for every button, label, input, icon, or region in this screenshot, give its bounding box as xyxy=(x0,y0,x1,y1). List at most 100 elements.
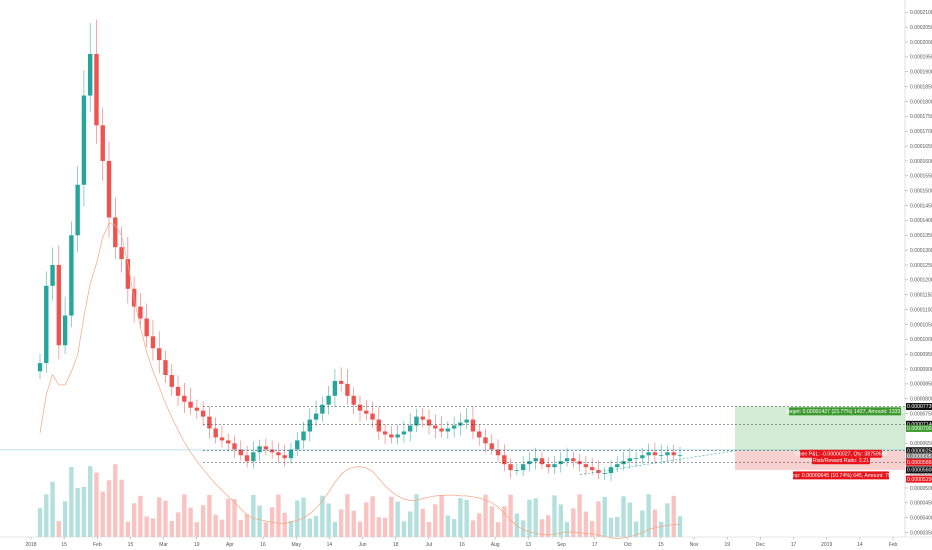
volume-bar xyxy=(326,503,331,537)
current-price-tag-bg xyxy=(906,453,932,461)
lowest-price-tag-bg xyxy=(906,475,932,483)
time-tick-label: 15 xyxy=(128,542,134,548)
lower-price-tag-bg xyxy=(906,458,932,466)
candle-down xyxy=(370,413,375,420)
time-tick-label: 13 xyxy=(526,542,532,548)
time-tick-label: Feb xyxy=(93,542,102,548)
entry-price-tag: 0.00006253 xyxy=(907,448,932,454)
volume-bar xyxy=(131,503,137,537)
candle-down xyxy=(589,467,595,471)
candle-up xyxy=(445,428,451,432)
volume-bar xyxy=(282,512,287,537)
volume-bar xyxy=(458,498,463,537)
time-tick-label: 14 xyxy=(327,542,333,548)
candle-up xyxy=(257,446,262,453)
price-tick-label: 0.00017500 xyxy=(910,114,932,120)
candle-down xyxy=(470,419,476,432)
candle-down xyxy=(213,428,218,438)
volume-bar xyxy=(213,514,218,537)
time-tick-label: 2018 xyxy=(25,542,36,548)
candle-down xyxy=(144,318,149,337)
candle-down xyxy=(357,404,363,411)
volume-bar xyxy=(533,498,538,537)
volume-bar xyxy=(251,494,256,537)
price-tick-label: 0.00015000 xyxy=(910,188,932,194)
candle-down xyxy=(546,464,551,468)
volume-bar xyxy=(313,516,319,537)
volume-bar xyxy=(50,481,55,537)
volume-bar xyxy=(226,498,231,537)
risk-reward-annotation-bg xyxy=(812,456,870,465)
volume-bar xyxy=(157,497,162,537)
candle-up xyxy=(608,467,614,474)
candle-up xyxy=(621,461,626,465)
candle-down xyxy=(364,410,369,414)
volume-bar xyxy=(495,522,501,537)
candle-down xyxy=(433,425,438,429)
volume-bar xyxy=(144,516,149,537)
volume-bar xyxy=(589,521,595,537)
stop-annotation: Stop: 0.00000645 (10.74%) 645, Amount: 7… xyxy=(788,473,894,479)
volume-bar xyxy=(288,520,294,537)
candle-up xyxy=(326,395,331,405)
time-axis[interactable]: 2018 15 Feb 15 Mar 19 Apr 16 May 14 Jun 18 Jul 16 Aug 1… xyxy=(0,536,932,548)
time-tick-label: 17 xyxy=(791,542,797,548)
volume-bar xyxy=(552,495,557,537)
candle-up xyxy=(81,95,87,185)
upper-price-tag-bg xyxy=(906,420,932,428)
volume-bar xyxy=(88,466,93,537)
volume-bar xyxy=(150,518,156,537)
volume-bar xyxy=(351,510,356,537)
time-tick-label: Apr xyxy=(226,542,234,548)
candle-down xyxy=(489,443,494,450)
time-tick-label: Dec xyxy=(756,542,765,548)
price-tick-label: 0.00012500 xyxy=(910,263,932,269)
candle-up xyxy=(408,425,413,432)
price-tick-label: 0.00005000 xyxy=(910,486,932,492)
candle-down xyxy=(483,437,488,444)
volume-bar xyxy=(564,522,570,537)
candle-up xyxy=(552,464,557,468)
risk-reward-annotation: Risk/Reward Ratio: 2.21 xyxy=(813,458,869,464)
volume-bar xyxy=(401,521,407,537)
candle-up xyxy=(640,455,645,459)
price-tick-label: 0.00011500 xyxy=(910,293,932,299)
candle-down xyxy=(150,336,156,349)
price-tick-label: 0.00016500 xyxy=(910,144,932,150)
time-tick-label: 17 xyxy=(592,542,598,548)
volume-bar xyxy=(671,495,676,537)
candle-up xyxy=(665,452,670,456)
volume-bar xyxy=(382,517,388,537)
price-tick-label: 0.00010500 xyxy=(910,322,932,328)
candle-up xyxy=(602,473,607,474)
candle-up xyxy=(627,458,632,462)
candle-down xyxy=(219,437,225,441)
open-pl-annotation-bg xyxy=(800,449,882,458)
volume-bar xyxy=(408,511,413,537)
time-tick-label: Nov xyxy=(690,542,699,548)
candle-up xyxy=(395,434,400,438)
volume-bar xyxy=(665,503,670,537)
mid-price-tag: 0.00007002 xyxy=(907,426,932,432)
candle-up xyxy=(414,416,419,426)
volume-bar xyxy=(320,495,325,537)
volume-bar xyxy=(652,509,658,537)
price-tick-label: 0.00019000 xyxy=(910,70,932,76)
candle-down xyxy=(502,455,507,465)
volume-bars xyxy=(37,464,683,537)
candle-down xyxy=(94,53,99,126)
price-tick-label: 0.00019500 xyxy=(910,55,932,61)
volume-bar xyxy=(357,521,363,537)
price-tick-label: 0.00013000 xyxy=(910,248,932,254)
candle-up xyxy=(514,470,520,471)
volume-bar xyxy=(577,494,582,537)
candle-down xyxy=(477,431,482,438)
volume-bar xyxy=(62,501,68,537)
volume-bar xyxy=(301,497,306,537)
volume-bar xyxy=(608,517,614,537)
time-tick-label: 19 xyxy=(724,542,730,548)
candle-up xyxy=(313,413,319,420)
volume-bar xyxy=(332,521,338,537)
